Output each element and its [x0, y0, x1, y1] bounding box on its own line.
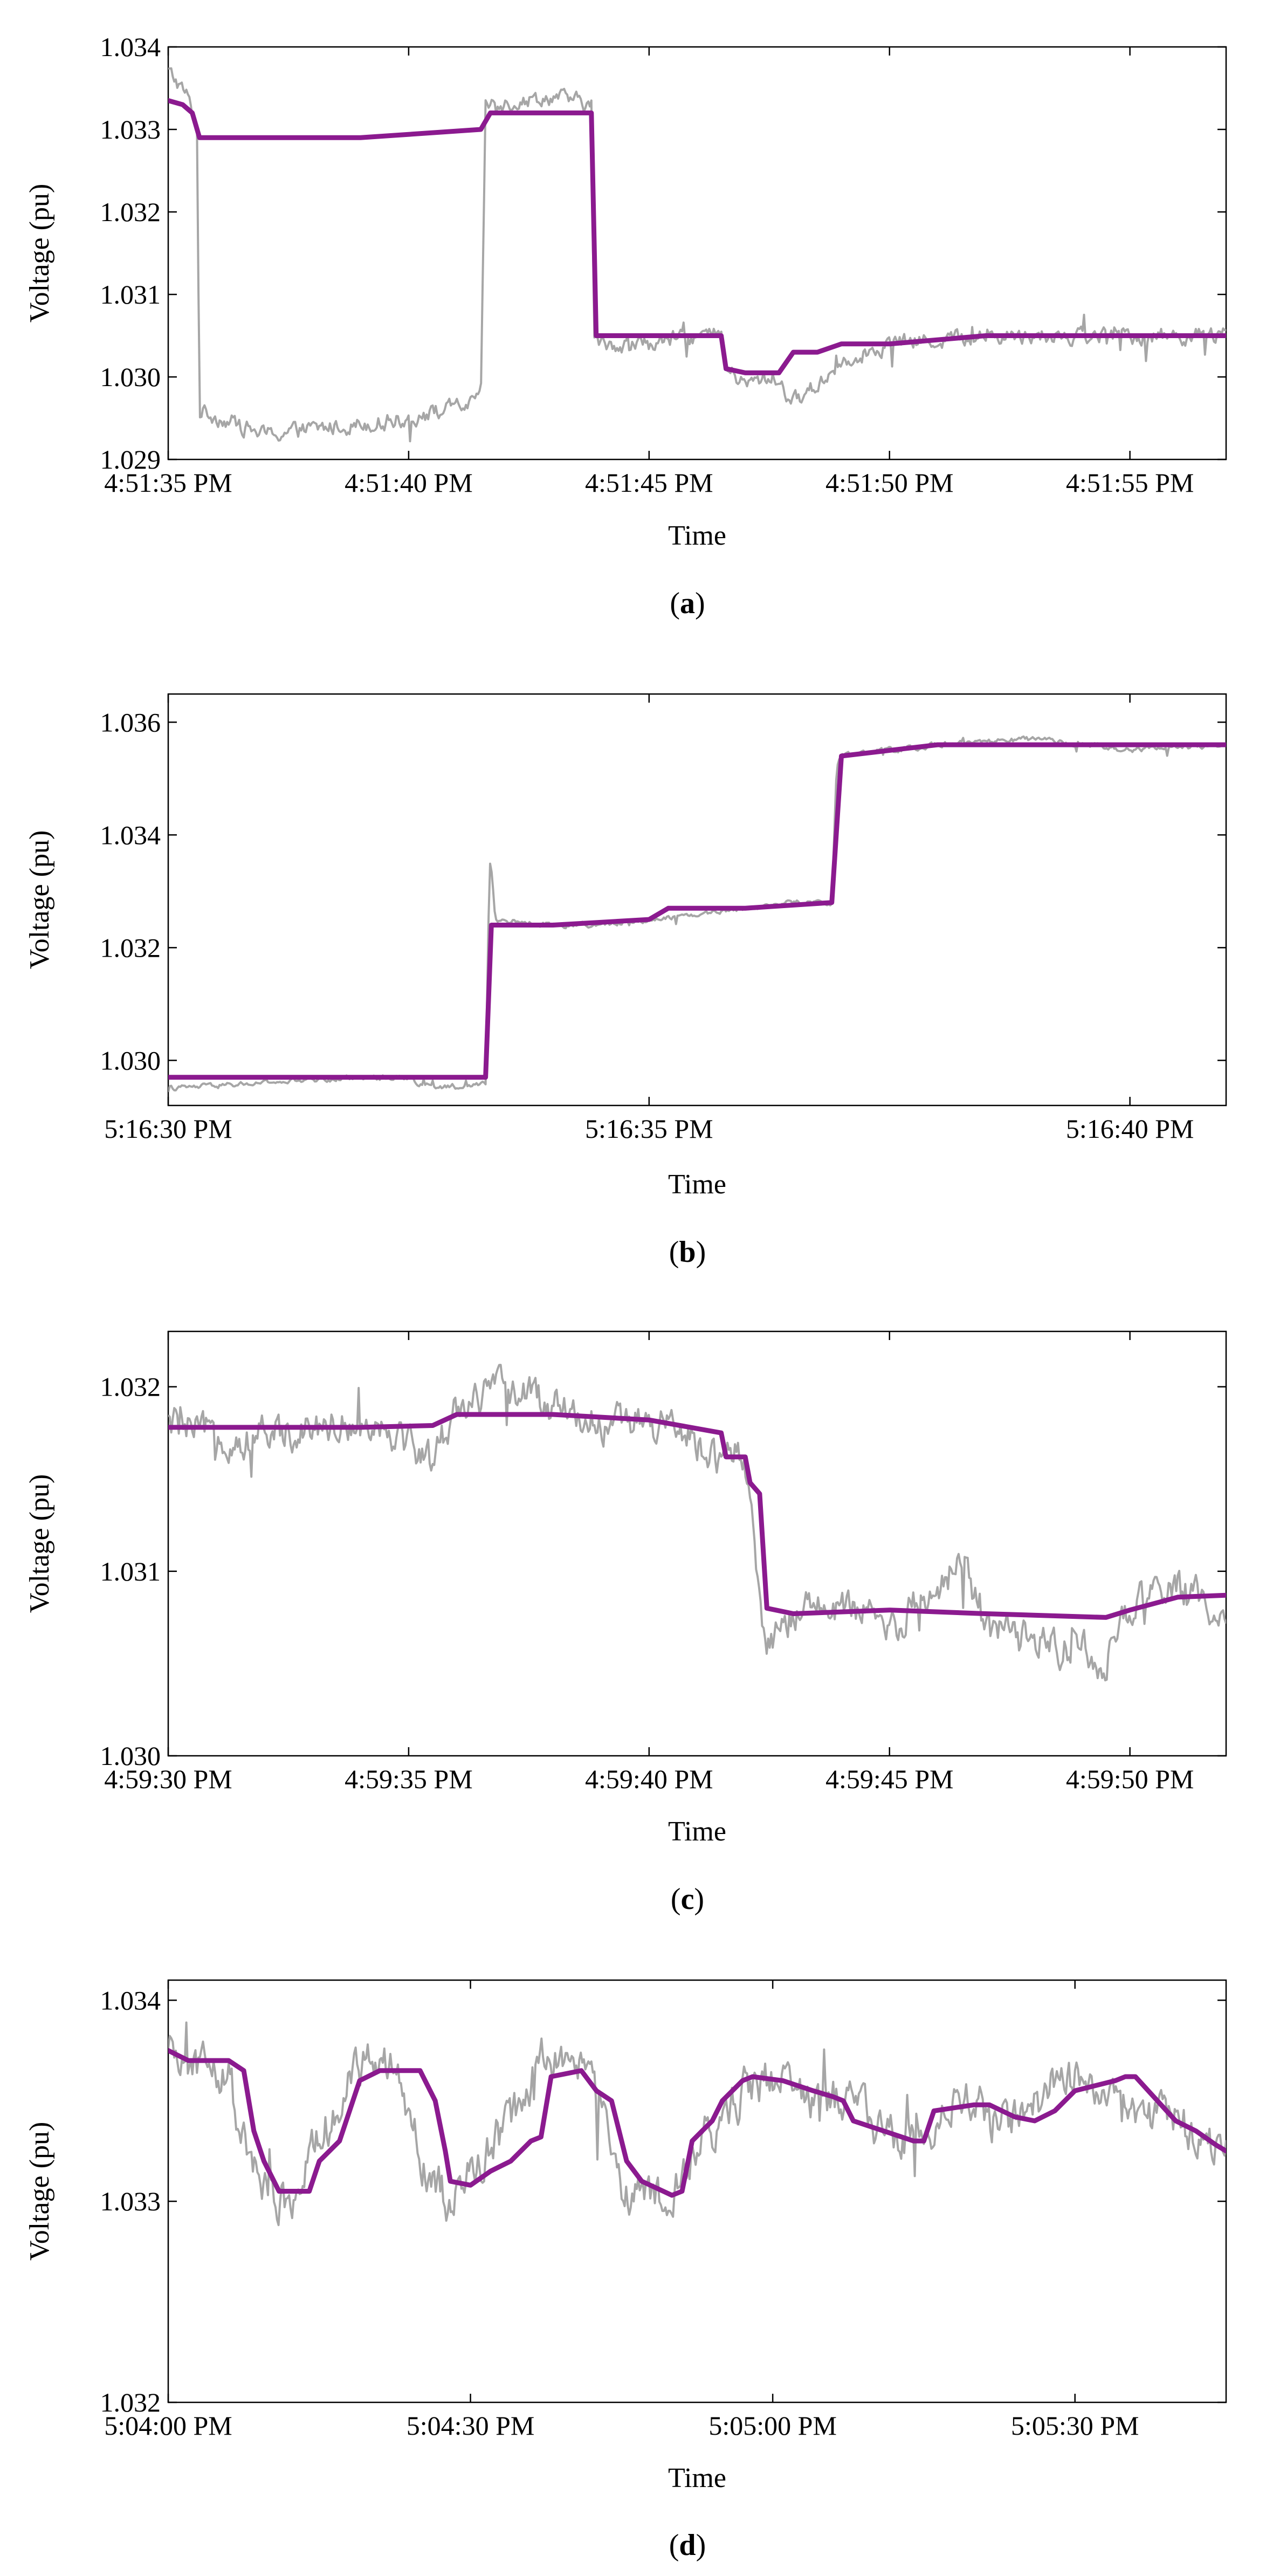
y-tick-label: 1.032 [100, 1372, 161, 1402]
y-tick-label: 1.033 [100, 114, 161, 145]
y-tick-label: 1.034 [100, 32, 161, 62]
x-axis-label-a: Time [668, 520, 726, 551]
y-tick-label: 1.036 [100, 707, 161, 737]
y-axis-label-d: Voltage (pu) [24, 2122, 55, 2261]
panel-caption-b: (b) [669, 1235, 706, 1269]
plot-frame-d [167, 1979, 1227, 2403]
chart-panel-c: 1.030 1.031 1.032 4:59:30 PM 4:59:35 PM 4:59:… [24, 1330, 1227, 1916]
x-tick-label: 4:51:50 PM [825, 468, 954, 498]
measured-series-line-d [168, 2021, 1226, 2227]
panel-caption-a: (a) [670, 587, 705, 620]
plot-frame-c [167, 1330, 1227, 1757]
y-tick-label: 1.032 [100, 2387, 161, 2417]
x-tick-label: 5:05:30 PM [1011, 2410, 1139, 2441]
y-axis-label-b: Voltage (pu) [24, 830, 55, 970]
y-tick-label: 1.030 [100, 1045, 161, 1075]
x-tick-label: 4:51:40 PM [345, 468, 473, 498]
y-tick-label: 1.032 [100, 932, 161, 963]
x-axis-label-d: Time [668, 2463, 726, 2493]
chart-panel-a: 1.029 1.030 1.031 1.032 1.033 1.034 4:51:35 PM… [24, 32, 1227, 620]
y-tick-label: 1.031 [100, 279, 161, 310]
y-tick-label: 1.030 [100, 362, 161, 392]
x-tick-label: 4:51:55 PM [1066, 468, 1194, 498]
x-tick-label: 4:59:35 PM [345, 1764, 473, 1794]
y-tick-label: 1.030 [100, 1741, 161, 1771]
x-tick-label: 5:16:30 PM [104, 1114, 232, 1144]
plot-frame-a [167, 46, 1227, 461]
y-axis-label-a: Voltage (pu) [24, 184, 55, 323]
y-tick-label: 1.029 [100, 444, 161, 475]
x-tick-label: 5:05:00 PM [708, 2410, 837, 2441]
x-tick-label: 4:51:45 PM [585, 468, 713, 498]
y-tick-label: 1.031 [100, 1556, 161, 1586]
x-tick-label: 4:59:50 PM [1066, 1764, 1194, 1794]
x-tick-label: 5:04:30 PM [407, 2410, 535, 2441]
x-tick-label: 4:59:40 PM [585, 1764, 713, 1794]
filtered-series-line-c [168, 1412, 1226, 1620]
chart-panel-d: 1.032 1.033 1.034 5:04:00 PM 5:04:30 PM 5:05:… [24, 1979, 1227, 2562]
y-tick-label: 1.033 [100, 2186, 161, 2216]
plot-frame-b [167, 693, 1227, 1107]
x-axis-label-c: Time [668, 1816, 726, 1847]
x-tick-label: 5:16:40 PM [1066, 1114, 1194, 1144]
y-tick-label: 1.032 [100, 197, 161, 227]
y-axis-label-c: Voltage (pu) [24, 1474, 55, 1613]
panel-caption-d: (d) [669, 2529, 706, 2562]
filtered-series-line-d [168, 2048, 1226, 2198]
filtered-series-line-b [168, 742, 1226, 1080]
x-tick-label: 5:04:00 PM [104, 2410, 232, 2441]
filtered-series-line-a [168, 98, 1226, 375]
y-tick-label: 1.034 [100, 820, 161, 850]
x-axis-label-b: Time [668, 1169, 726, 1200]
panel-caption-c: (c) [671, 1883, 704, 1916]
x-tick-label: 5:16:35 PM [585, 1114, 713, 1144]
x-tick-label: 4:51:35 PM [104, 468, 232, 498]
x-tick-label: 4:59:30 PM [104, 1764, 232, 1794]
y-tick-label: 1.034 [100, 1985, 161, 2015]
measured-series-line-c [168, 1364, 1226, 1681]
x-tick-label: 4:59:45 PM [825, 1764, 954, 1794]
chart-panel-b: 1.030 1.032 1.034 1.036 5:16:30 PM 5:16:35 PM… [24, 693, 1227, 1269]
